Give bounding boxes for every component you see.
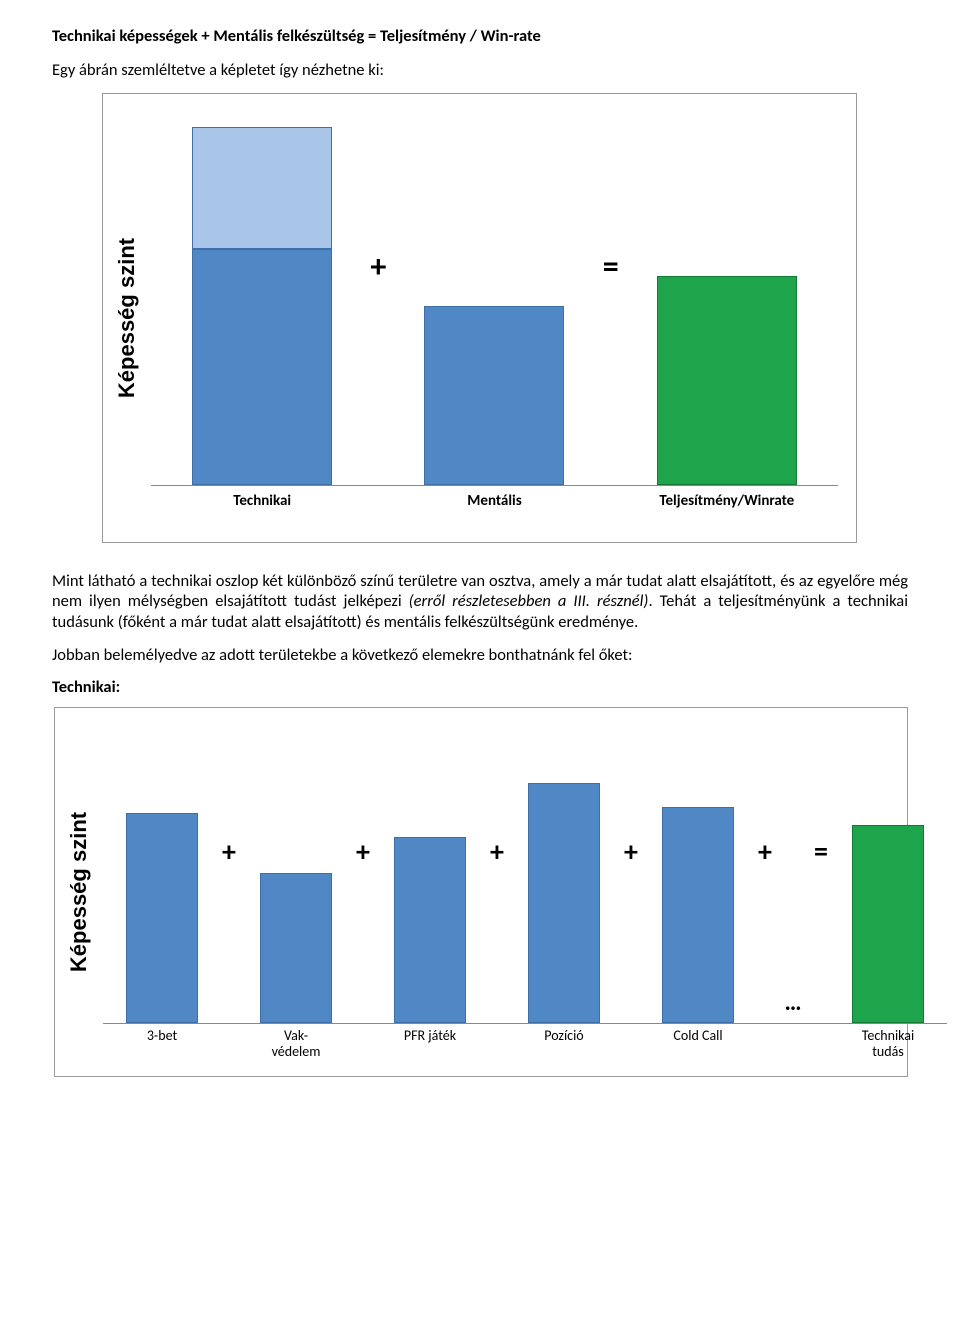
chart2-xlabel: Technikai tudás: [835, 1028, 941, 1070]
chart1-bar-slot: [626, 108, 828, 485]
chart2-bar-slot: [243, 720, 349, 1023]
chart2-xlabel: 3-bet: [109, 1028, 215, 1070]
chart1-operator: +: [363, 108, 393, 485]
chart2-body: Képesség szint +++++…= 3-betVak- védelem…: [55, 708, 907, 1076]
chart1-bar: [657, 276, 797, 485]
chart1-bar-segment: [192, 249, 332, 485]
chart2-xlabel: Cold Call: [645, 1028, 751, 1070]
chart2-xspacer: [779, 1028, 807, 1070]
chart2-bar-slot: [511, 720, 617, 1023]
chart2-xspacer: [483, 1028, 511, 1070]
chart2-bar-slot: [645, 720, 751, 1023]
chart2-bar-slot: [377, 720, 483, 1023]
chart1-ylabel-col: Képesség szint: [103, 94, 151, 542]
chart1-xspacer: [596, 492, 626, 532]
page-heading: Technikai képességek + Mentális felkészü…: [52, 26, 908, 46]
chart2-xspacer: [807, 1028, 835, 1070]
chart2-operator: +: [751, 720, 779, 1023]
chart2-bar-slot: [109, 720, 215, 1023]
chart1-xlabel: Technikai: [161, 492, 363, 532]
chart1-bar-slot: [161, 108, 363, 485]
chart2-xlabel: Pozíció: [511, 1028, 617, 1070]
chart2-xspacer: [349, 1028, 377, 1070]
chart1-xlabel: Mentális: [393, 492, 595, 532]
chart2-plot-area: +++++…=: [103, 720, 947, 1024]
chart2-xspacer: [751, 1028, 779, 1070]
chart1-operator: =: [596, 108, 626, 485]
chart2-bar-slot: [835, 720, 941, 1023]
chart2-operator: +: [215, 720, 243, 1023]
chart1-plot-area: +=: [151, 108, 838, 486]
chart2-operator: +: [617, 720, 645, 1023]
chart2-xlabel: PFR játék: [377, 1028, 483, 1070]
chart2-operator: =: [807, 720, 835, 1023]
chart2-operator: +: [349, 720, 377, 1023]
chart2-xspacer: [617, 1028, 645, 1070]
para-text-italic: (erről részletesebben a III. résznél): [409, 591, 649, 611]
chart1-bar-segment: [424, 306, 564, 485]
paragraph-after-chart1: Mint látható a technikai oszlop két külö…: [52, 571, 908, 633]
chart2-xlabel: Vak- védelem: [243, 1028, 349, 1070]
chart2-bar: [260, 873, 332, 1023]
chart2-bar: [126, 813, 198, 1023]
chart2-bar: [852, 825, 924, 1023]
chart1-bar-segment: [192, 127, 332, 249]
chart2-bar: [394, 837, 466, 1023]
chart1-bar: [192, 127, 332, 484]
paragraph-breakdown-intro: Jobban belemélyedve az adott területekbe…: [52, 645, 908, 666]
chart2-operator: +: [483, 720, 511, 1023]
chart1-plot-col: += TechnikaiMentálisTeljesítmény/Winrate: [151, 94, 856, 542]
chart1-xaxis: Technikai Mentális Teljesítmény/Winrate: [151, 486, 838, 532]
chart2-bar: [662, 807, 734, 1023]
chart2-plot-col: +++++…= 3-betVak- védelemPFR játékPozíci…: [103, 708, 960, 1076]
chart2-xspacer: [215, 1028, 243, 1070]
chart-technical-breakdown: Képesség szint +++++…= 3-betVak- védelem…: [54, 707, 908, 1077]
chart1-body: Képesség szint += TechnikaiMentálisTelje…: [103, 94, 856, 542]
chart2-ellipsis: …: [779, 720, 807, 1023]
chart2-ylabel: Képesség szint: [66, 812, 92, 972]
chart1-bar-slot: [393, 108, 595, 485]
chart1-bar-segment: [657, 276, 797, 485]
chart1-xspacer: [363, 492, 393, 532]
chart1-ylabel: Képesség szint: [114, 238, 140, 398]
chart1-bar: [424, 306, 564, 485]
chart2-xaxis: 3-bet Vak- védelem PFR játék Pozíció Cold Ca…: [103, 1024, 947, 1070]
subheading-technikai: Technikai:: [52, 677, 908, 697]
intro-paragraph: Egy ábrán szemléltetve a képletet így né…: [52, 60, 908, 81]
chart2-bar: [528, 783, 600, 1023]
chart-skill-equation: Képesség szint += TechnikaiMentálisTelje…: [102, 93, 857, 543]
chart1-xlabel: Teljesítmény/Winrate: [626, 492, 828, 532]
chart2-ylabel-col: Képesség szint: [55, 708, 103, 1076]
